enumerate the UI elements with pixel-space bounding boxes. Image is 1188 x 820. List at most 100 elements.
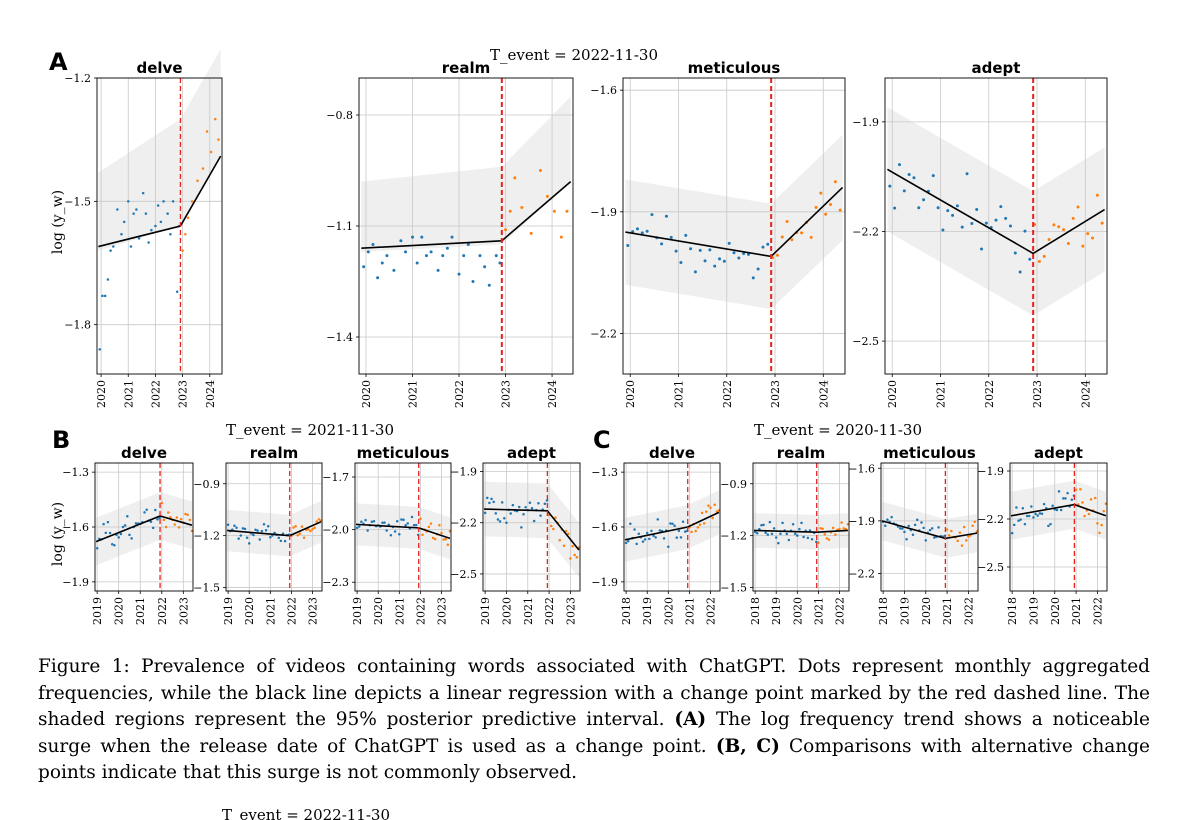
subplot-title: delve	[121, 444, 167, 462]
y-tick-label: −2.2	[590, 327, 617, 340]
pre-point	[415, 261, 419, 265]
posterior-band	[484, 481, 579, 578]
post-point	[565, 209, 569, 213]
post-point	[707, 504, 710, 507]
x-tick-label: 2020	[360, 380, 373, 408]
pre-point	[116, 208, 119, 211]
y-tick-label: −1.2	[193, 530, 220, 543]
pre-point	[380, 261, 384, 265]
post-point	[709, 506, 712, 510]
x-tick-label: 2020	[920, 597, 933, 625]
y-tick-label: −1.9	[848, 515, 875, 528]
x-tick-label: 2024	[204, 380, 217, 408]
post-point	[819, 191, 823, 195]
x-tick-label: 2021	[122, 380, 135, 408]
pre-point	[241, 527, 245, 530]
pre-point	[106, 278, 110, 281]
post-point	[213, 117, 217, 121]
pre-point	[424, 254, 428, 258]
x-tick-label: 2023	[307, 597, 320, 625]
post-point	[429, 522, 433, 525]
pre-point	[762, 523, 765, 527]
pre-point	[483, 265, 487, 269]
x-tick-label: 2019	[641, 597, 654, 625]
y-tick-label: −0.8	[326, 109, 353, 122]
axes-frame	[354, 462, 452, 592]
pre-point	[999, 205, 1003, 209]
pre-point	[494, 254, 498, 258]
pre-point	[645, 531, 649, 535]
x-tick-label: 2022	[414, 597, 427, 625]
pre-point	[372, 519, 376, 523]
pre-point	[135, 208, 138, 211]
pre-point	[258, 538, 262, 541]
x-tick-label: 2020	[662, 597, 675, 625]
axes-frame	[1009, 462, 1108, 592]
x-tick-label: 2018	[1006, 597, 1019, 625]
post-point	[1052, 223, 1056, 227]
posterior-band	[887, 107, 1105, 316]
pre-point	[101, 294, 104, 298]
pre-point	[648, 537, 651, 541]
post-point	[973, 520, 977, 523]
post-point	[559, 235, 563, 239]
post-point	[186, 513, 189, 516]
pre-point	[1013, 251, 1017, 255]
x-tick-label: 2020	[95, 380, 108, 408]
x-tick-label: 2024	[546, 380, 559, 408]
pre-point	[103, 294, 107, 298]
pre-point	[669, 235, 673, 239]
pre-point	[893, 206, 897, 210]
post-point	[814, 205, 818, 209]
axes-frame	[884, 77, 1108, 375]
pre-point	[154, 508, 157, 512]
post-point	[179, 517, 183, 521]
post-point	[300, 525, 304, 528]
x-tick-label: 2022	[834, 597, 847, 625]
subplot-title: delve	[136, 59, 182, 77]
pre-point	[781, 521, 784, 525]
pre-point	[488, 501, 491, 505]
post-point	[819, 526, 822, 530]
x-tick-label: 2019	[770, 597, 783, 625]
post-point	[833, 180, 837, 184]
pre-point	[941, 228, 945, 232]
post-point	[1037, 259, 1041, 263]
post-point	[713, 503, 716, 506]
post-point	[545, 194, 549, 198]
pre-point	[108, 531, 112, 535]
x-tick-label: 2023	[436, 597, 449, 625]
pre-point	[398, 532, 401, 536]
y-tick-label: −1.9	[852, 116, 879, 129]
pre-point	[112, 245, 115, 248]
subplot-a-realm: 2020 2021 2022 2023 2024 −0.8 −1.1 −1.4 realm	[326, 59, 574, 408]
pre-point	[980, 247, 984, 251]
axes-frame	[96, 77, 223, 375]
figure-caption: Figure 1: Prevalence of videos containin…	[38, 654, 1150, 787]
subplot-title: adept	[972, 59, 1021, 77]
pre-point	[411, 235, 414, 239]
post-point	[829, 203, 833, 207]
pre-point	[1036, 514, 1039, 517]
x-tick-label: 2021	[935, 380, 948, 408]
pre-point	[471, 280, 475, 283]
pre-point	[487, 283, 491, 287]
pre-point	[641, 540, 645, 543]
subplot-a-meticulous: 2020 2021 2022 2023 2024 −1.6 −1.9 −2.2 meticulo…	[590, 59, 846, 408]
pre-point	[141, 191, 145, 195]
pre-point	[1010, 531, 1014, 535]
pre-point	[920, 521, 923, 524]
post-point	[520, 206, 524, 209]
x-tick-label: 2022	[721, 380, 734, 408]
pre-point	[1008, 224, 1012, 228]
post-point	[164, 525, 168, 529]
pre-point	[660, 242, 664, 246]
y-tick-label: −1.5	[193, 582, 220, 595]
y-tick-label: −1.3	[591, 466, 618, 479]
pre-point	[156, 204, 160, 207]
caption-bc-label: (B, C)	[715, 735, 780, 757]
pre-point	[1023, 229, 1027, 233]
pre-point	[151, 526, 155, 530]
pre-point	[808, 529, 812, 532]
y-tick-label: −1.6	[62, 521, 89, 534]
